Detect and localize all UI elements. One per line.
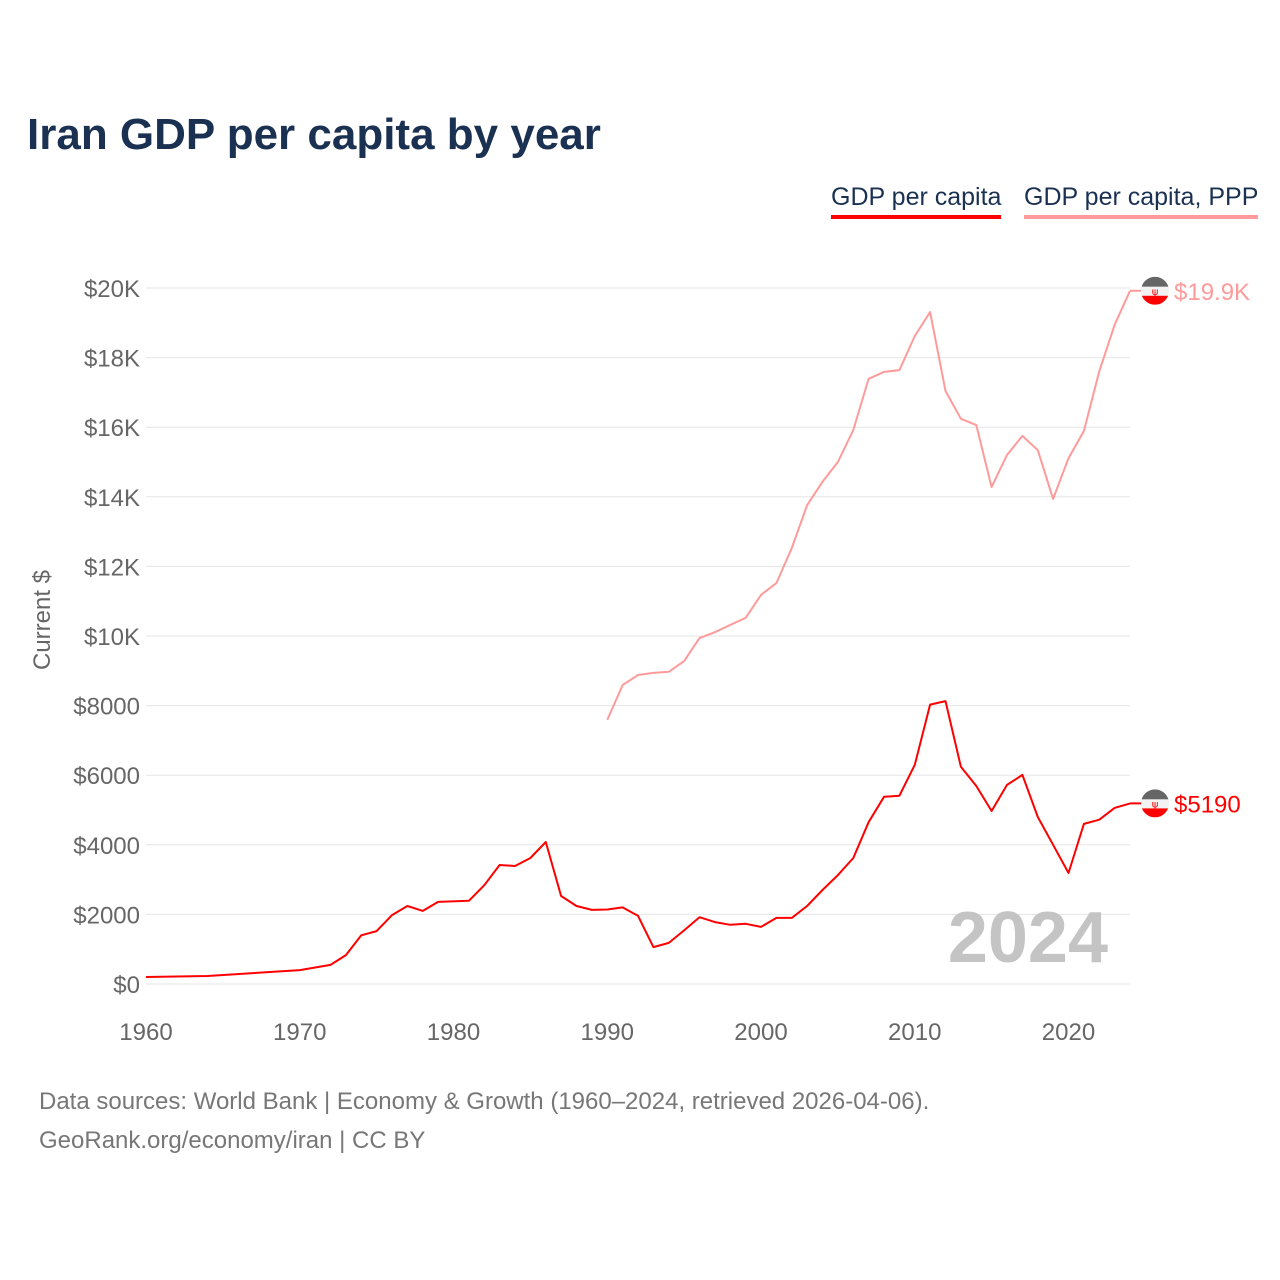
y-tick-label: $8000 [73, 694, 140, 721]
y-tick-label: $4000 [73, 833, 140, 860]
x-tick-label: 2020 [1042, 1019, 1095, 1046]
year-watermark: 2024 [948, 898, 1108, 978]
y-axis-label: Current $ [29, 570, 56, 670]
end-value-label: $5190 [1174, 791, 1241, 818]
svg-text:ψ: ψ [1152, 799, 1159, 810]
x-tick-label: 1990 [581, 1019, 634, 1046]
y-tick-label: $18K [84, 346, 140, 373]
y-tick-label: $16K [84, 415, 140, 442]
iran-flag-icon: ψ [1141, 789, 1169, 818]
y-tick-label: $0 [113, 972, 140, 999]
source-note: Data sources: World Bank | Economy & Gro… [39, 1088, 930, 1115]
x-tick-label: 1960 [119, 1019, 172, 1046]
y-tick-label: $2000 [73, 902, 140, 929]
source-link: GeoRank.org/economy/iran | CC BY [39, 1127, 426, 1154]
y-tick-label: $6000 [73, 763, 140, 790]
series-line-gdp [145, 700, 1131, 978]
y-tick-label: $20K [84, 276, 140, 303]
end-value-label: $19.9K [1174, 279, 1250, 306]
x-tick-label: 1970 [273, 1019, 326, 1046]
x-tick-label: 2010 [888, 1019, 941, 1046]
y-tick-label: $12K [84, 554, 140, 581]
y-tick-label: $10K [84, 624, 140, 651]
legend-gdp-per-capita-ppp[interactable]: GDP per capita, PPP [1024, 183, 1259, 219]
svg-text:ψ: ψ [1152, 287, 1159, 298]
chart-title: Iran GDP per capita by year [27, 110, 601, 159]
iran-flag-icon: ψ [1141, 276, 1169, 305]
series-line-gdp-ppp [606, 290, 1131, 721]
legend-gdp-per-capita[interactable]: GDP per capita [831, 183, 1002, 219]
y-tick-label: $14K [84, 485, 140, 512]
x-tick-label: 2000 [734, 1019, 787, 1046]
x-tick-label: 1980 [427, 1019, 480, 1046]
